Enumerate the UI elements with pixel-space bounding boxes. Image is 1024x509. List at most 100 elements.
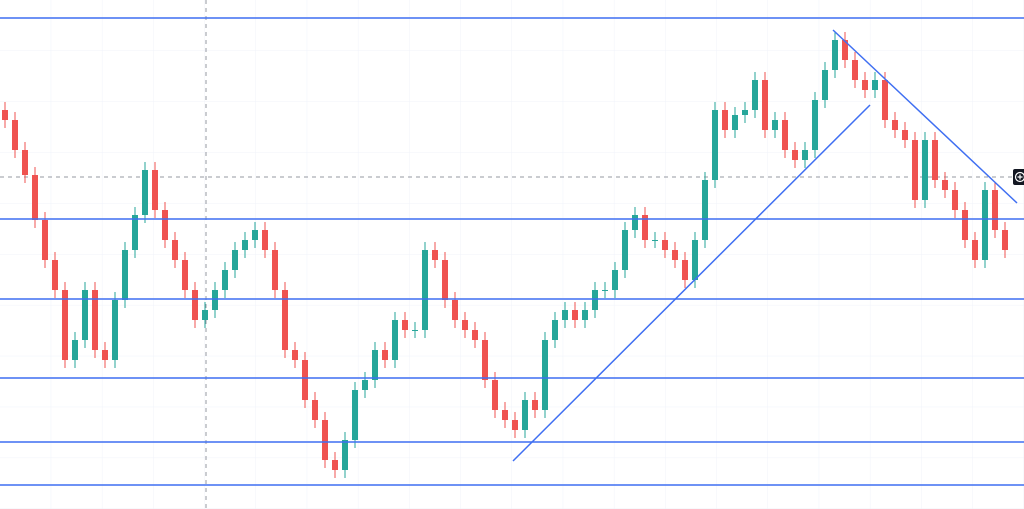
candle-body (72, 340, 78, 360)
candle-body (952, 190, 958, 210)
candle-body (142, 170, 148, 215)
candle-body (172, 240, 178, 260)
candle-body (222, 270, 228, 290)
candle-body (662, 240, 668, 250)
trend-line (832, 29, 1018, 204)
candle-body (22, 150, 28, 175)
candle-body (182, 260, 188, 290)
candle-body (822, 70, 828, 100)
candle-body (312, 400, 318, 420)
candle-body (112, 300, 118, 360)
candle-body (512, 420, 518, 430)
candle-body (232, 250, 238, 270)
candle-body (102, 350, 108, 360)
candle-body (962, 210, 968, 240)
candle-body (702, 180, 708, 240)
candle-body (2, 110, 8, 120)
candle-body (972, 240, 978, 260)
candle-body (982, 190, 988, 260)
candle-body (592, 290, 598, 310)
candle-body (842, 40, 848, 60)
candle-body (252, 230, 258, 240)
candle-body (272, 250, 278, 290)
candle-body (462, 320, 468, 330)
candle-body (362, 380, 368, 390)
candle-body (152, 170, 158, 210)
candle-body (412, 330, 418, 331)
candle-body (352, 390, 358, 440)
candle-body (852, 60, 858, 80)
candle-body (712, 110, 718, 180)
candle-body (452, 300, 458, 320)
crosshair-icon[interactable] (1013, 169, 1024, 185)
candle-body (392, 320, 398, 360)
candle-body (52, 260, 58, 290)
candle-body (932, 140, 938, 180)
candle-body (992, 190, 998, 230)
candle-body (242, 240, 248, 250)
candle-body (752, 80, 758, 110)
candle-body (762, 80, 768, 130)
candle-body (622, 230, 628, 270)
candle-body (342, 440, 348, 470)
candle-body (322, 420, 328, 460)
candle-body (372, 350, 378, 380)
candle-body (472, 330, 478, 340)
candle-body (82, 290, 88, 340)
candle-body (682, 260, 688, 280)
candle-body (92, 290, 98, 350)
candle-body (162, 210, 168, 240)
candle-body (582, 310, 588, 320)
candle-body (942, 180, 948, 190)
candle-body (882, 80, 888, 120)
candle-body (212, 290, 218, 310)
candle-body (32, 175, 38, 220)
candle-body (892, 120, 898, 130)
candle-body (282, 290, 288, 350)
candle-body (542, 340, 548, 410)
candle-body (742, 110, 748, 115)
candle-body (442, 260, 448, 300)
candle-body (922, 140, 928, 200)
candle-body (42, 220, 48, 260)
candle-body (612, 270, 618, 290)
candle-body (422, 250, 428, 330)
candle-body (672, 250, 678, 260)
candle-body (722, 110, 728, 130)
candle-body (12, 120, 18, 150)
candle-body (132, 215, 138, 250)
candle-body (122, 250, 128, 300)
candle-body (642, 215, 648, 240)
candle-body (692, 240, 698, 280)
candle-body (802, 150, 808, 160)
candle-body (562, 310, 568, 320)
candle-body (262, 230, 268, 250)
candle-body (532, 400, 538, 410)
candle-body (862, 80, 868, 90)
candle-body (382, 350, 388, 360)
candle-body (62, 290, 68, 360)
candle-body (872, 80, 878, 90)
candle-body (432, 250, 438, 260)
candle-body (652, 240, 658, 241)
candle-body (202, 310, 208, 320)
candle-body (402, 320, 408, 330)
candle-body (572, 310, 578, 320)
candle-body (772, 120, 778, 130)
candle-body (302, 360, 308, 400)
candle-body (192, 290, 198, 320)
candle-body (832, 40, 838, 70)
candle-body (782, 120, 788, 150)
candle-body (482, 340, 488, 380)
candle-body (502, 410, 508, 420)
candle-body (632, 215, 638, 230)
candle-body (522, 400, 528, 430)
candle-body (492, 380, 498, 410)
candle-body (1002, 230, 1008, 250)
candle-body (812, 100, 818, 150)
candle-body (732, 115, 738, 130)
candle-body (602, 290, 608, 291)
